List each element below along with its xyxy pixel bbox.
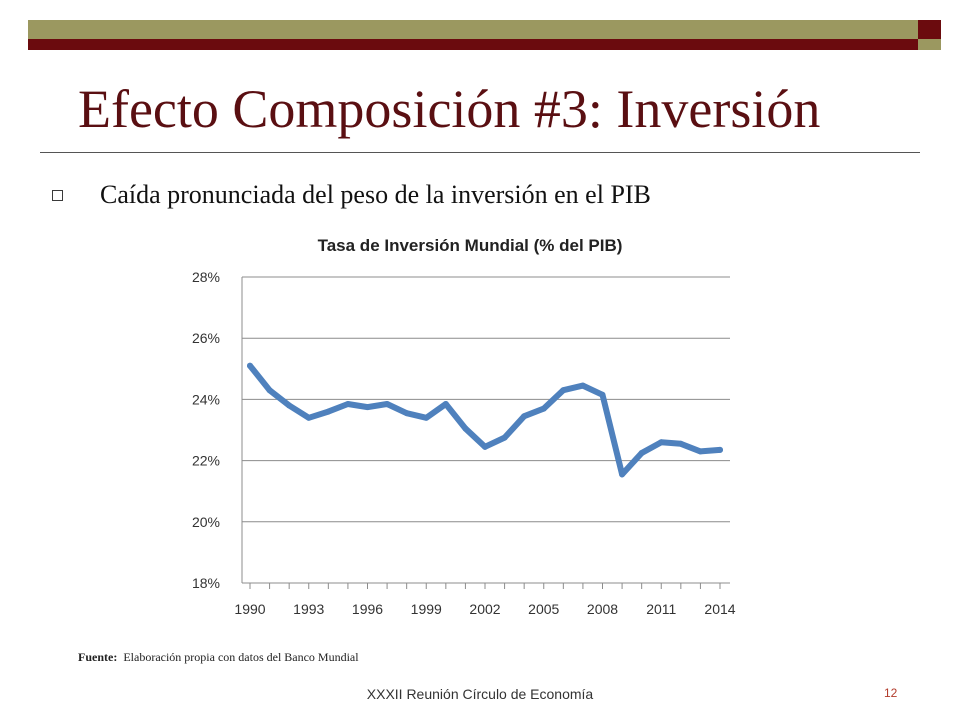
data-point-2003 (501, 434, 508, 441)
square-bullet-icon (52, 190, 63, 201)
data-point-2013 (697, 448, 704, 455)
title-divider (40, 152, 920, 153)
data-point-2008 (599, 391, 606, 398)
data-point-2007 (579, 382, 586, 389)
data-point-2011 (658, 439, 665, 446)
y-tick-label: 28% (192, 269, 220, 285)
y-tick-label: 22% (192, 453, 220, 469)
data-point-1999 (423, 414, 430, 421)
x-tick-label: 1996 (352, 601, 383, 617)
data-point-2000 (442, 400, 449, 407)
series-line (247, 362, 723, 478)
page-number: 12 (884, 686, 898, 700)
header-bar-maroon (28, 39, 918, 50)
data-point-2005 (540, 405, 547, 412)
data-point-2002 (482, 443, 488, 450)
y-tick-label: 18% (192, 575, 220, 591)
data-point-2001 (462, 425, 469, 432)
x-tick-label: 2014 (704, 601, 735, 617)
data-point-1994 (325, 408, 332, 415)
x-tick-label: 2008 (587, 601, 618, 617)
x-tick-label: 2011 (646, 601, 676, 617)
data-point-2012 (677, 440, 684, 447)
header-bar-olive (28, 20, 918, 39)
data-point-1993 (305, 414, 312, 421)
footer-text: XXXII Reunión Círculo de Economía (366, 686, 594, 702)
data-point-1991 (266, 387, 273, 394)
data-point-1992 (286, 402, 293, 409)
chart-title: Tasa de Inversión Mundial (% del PIB) (318, 236, 623, 255)
data-point-1990 (247, 362, 253, 369)
data-point-1995 (344, 400, 351, 407)
y-tick-label: 24% (192, 391, 220, 407)
data-point-1996 (364, 404, 371, 411)
data-point-1998 (403, 410, 410, 417)
slide-title: Efecto Composición #3: Inversión (78, 79, 821, 139)
x-tick-label: 2002 (469, 601, 500, 617)
x-tick-label: 1999 (411, 601, 442, 617)
x-tick-label: 2005 (528, 601, 559, 617)
bullet-text: Caída pronunciada del peso de la inversi… (100, 180, 651, 209)
x-tick-label: 1990 (234, 601, 265, 617)
source-note: Fuente: Elaboración propia con datos del… (78, 650, 359, 665)
data-point-2010 (638, 449, 645, 456)
data-point-2009 (619, 471, 626, 478)
y-tick-label: 20% (192, 514, 220, 530)
data-point-2006 (560, 387, 567, 394)
source-text: Elaboración propia con datos del Banco M… (123, 650, 359, 664)
data-point-2004 (521, 413, 528, 420)
data-point-2014 (717, 446, 723, 453)
corner-block-olive (918, 39, 941, 50)
data-point-1997 (384, 400, 391, 407)
y-tick-label: 26% (192, 330, 220, 346)
corner-block-maroon (918, 20, 941, 39)
source-label: Fuente: (78, 650, 118, 664)
x-tick-label: 1993 (293, 601, 324, 617)
